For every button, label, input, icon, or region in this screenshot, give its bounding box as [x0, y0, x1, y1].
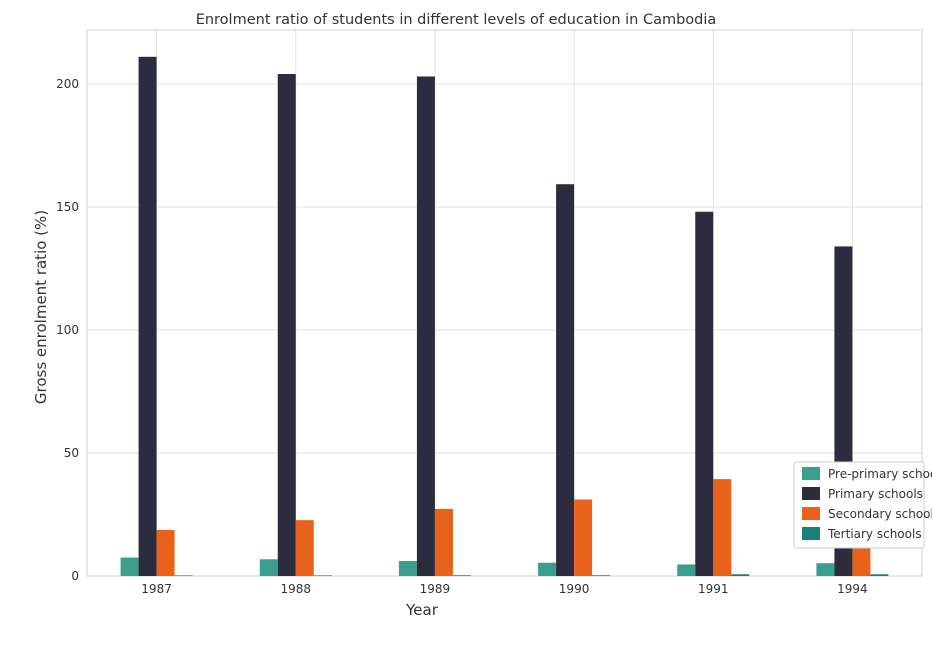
- bar-primary-schools1990: Primary schools 1990: 159.3: [556, 184, 575, 576]
- bar-tertiary-schools1989: Tertiary schools 1989: 0.3: [452, 575, 471, 576]
- bar-pre-primary-schools1994: Pre-primary schools 1994: 5.2: [816, 563, 835, 576]
- bar-tertiary-schools1990: Tertiary schools 1990: 0.3: [592, 575, 611, 576]
- legend: Pre-primary schools Primary schools Second…: [793, 461, 932, 549]
- bar-secondary-schools1989: Secondary schools 1989: 27.3: [434, 508, 453, 576]
- legend-label: Secondary schools: [828, 507, 932, 521]
- legend-label: Primary schools: [828, 487, 923, 501]
- chart-title: Enrolment ratio of students in different…: [196, 12, 717, 28]
- x-tick-label: 1987: [141, 582, 172, 596]
- axes: [86, 29, 923, 577]
- bar-primary-schools1991: Primary schools 1991: 148.1: [695, 211, 714, 576]
- y-tick-label: 150: [56, 200, 79, 214]
- bar-pre-primary-schools1991: Pre-primary schools 1991: 4.7: [677, 564, 696, 576]
- y-tick-label: 50: [64, 446, 79, 460]
- legend-swatch: [802, 527, 820, 540]
- bar-primary-schools1988: Primary schools 1988: 204.1: [277, 74, 296, 576]
- x-tick-label: 1991: [698, 582, 729, 596]
- bar-pre-primary-schools1988: Pre-primary schools 1988: 6.8: [259, 559, 278, 576]
- legend-label: Tertiary schools: [827, 527, 922, 541]
- tick-labels: 0 50 100 150 200 1987 1988 1989 1990 1991 1994: [56, 77, 868, 596]
- legend-label: Pre-primary schools: [828, 467, 932, 481]
- y-tick-label: 200: [56, 77, 79, 91]
- bar-pre-primary-schools1989: Pre-primary schools 1989: 6.1: [398, 560, 417, 576]
- plot-frame: [86, 29, 923, 577]
- bar-tertiary-schools1988: Tertiary schools 1988: 0.2: [313, 575, 332, 576]
- bar-secondary-schools1991: Secondary schools 1991: 39.4: [713, 479, 732, 576]
- y-tick-label: 100: [56, 323, 79, 337]
- x-tick-label: 1994: [837, 582, 868, 596]
- x-tick-label: 1990: [559, 582, 590, 596]
- bar-secondary-schools1988: Secondary schools 1988: 22.7: [295, 520, 314, 576]
- bar-tertiary-schools1994: Tertiary schools 1994: 0.7: [870, 574, 889, 576]
- bar-secondary-schools1987: Secondary schools 1987: 18.7: [156, 530, 175, 576]
- bar-pre-primary-schools1987: Pre-primary schools 1987: 7.5: [120, 557, 139, 576]
- x-tick-label: 1989: [420, 582, 451, 596]
- legend-swatch: [802, 467, 820, 480]
- legend-swatch: [802, 507, 820, 520]
- bar-primary-schools1987: Primary schools 1987: 211.1: [138, 56, 157, 577]
- bar-primary-schools1989: Primary schools 1989: 203.1: [416, 76, 435, 577]
- y-axis-label: Gross enrolment ratio (%): [32, 210, 50, 404]
- bar-tertiary-schools1991: Tertiary schools 1991: 0.7: [731, 574, 750, 576]
- bars: Pre-primary schools 1987: 7.5Primary sch…: [120, 56, 889, 577]
- legend-swatch: [802, 487, 820, 500]
- x-tick-label: 1988: [280, 582, 311, 596]
- bar-tertiary-schools1987: Tertiary schools 1987: 0.15: [174, 575, 193, 576]
- x-axis-label: Year: [405, 601, 439, 619]
- y-tick-label: 0: [71, 569, 79, 583]
- bar-pre-primary-schools1990: Pre-primary schools 1990: 5.4: [538, 562, 557, 576]
- bar-secondary-schools1990: Secondary schools 1990: 31.1: [574, 499, 593, 576]
- legend-box: [793, 461, 925, 549]
